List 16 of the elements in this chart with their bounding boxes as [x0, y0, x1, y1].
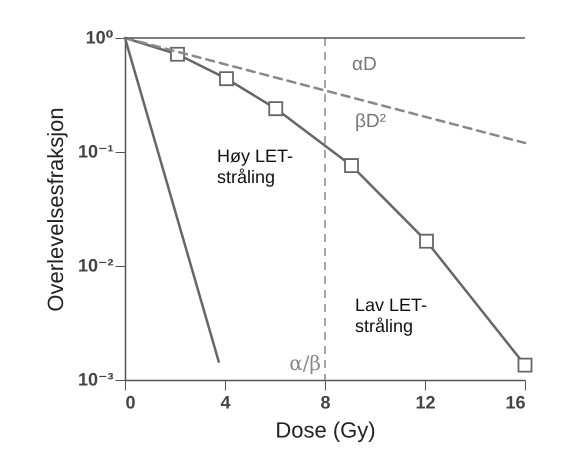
- annotation: βD²: [355, 111, 386, 132]
- ref-line-label: α/β: [289, 351, 321, 375]
- x-tick-label: 4: [220, 392, 231, 412]
- x-tick-label: 12: [415, 392, 436, 412]
- annotation: Høy LET- stråling: [217, 146, 294, 187]
- annotation: Lav LET- stråling: [355, 295, 428, 336]
- x-tick-label: 8: [320, 392, 331, 412]
- annotation: αD: [352, 54, 377, 75]
- x-tick-label: 0: [126, 392, 136, 412]
- y-tick-label: 10⁻¹: [78, 142, 114, 162]
- y-tick-label: 10⁰: [86, 28, 114, 48]
- x-axis-title: Dose (Gy): [275, 418, 376, 442]
- y-axis-title: Overlevelsesfraksjon: [42, 107, 68, 312]
- y-tick-label: 10⁻²: [78, 256, 114, 276]
- x-tick-label: 16: [505, 392, 526, 412]
- y-tick-label: 10⁻³: [78, 370, 114, 390]
